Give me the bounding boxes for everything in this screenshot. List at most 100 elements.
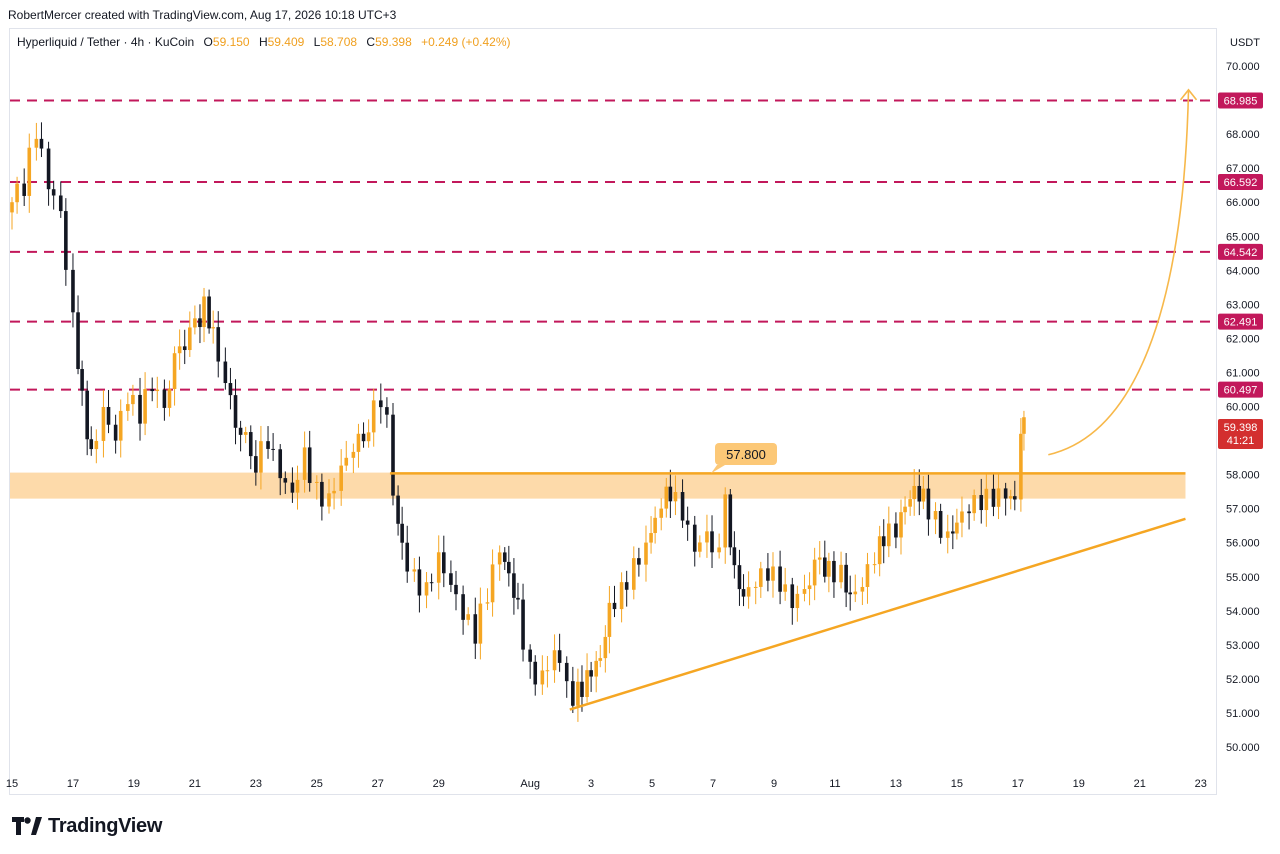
price-tags-layer: 68.985 66.592 64.542 62.491 60.497 59.39841:2… [1218,92,1263,449]
candle-body-102 [589,670,593,677]
candle-body-88 [512,573,516,598]
candle-body-118 [673,492,678,502]
candle-body-62 [361,433,366,442]
candle-body-85 [497,552,502,565]
legend-h-label: H [258,35,268,49]
candle-body-72 [417,569,422,596]
resistance-tag-3: 62.491 [1224,317,1258,329]
candle-body-120 [685,520,690,525]
legend-l-label: L [313,35,321,49]
candle-body-181 [1022,417,1026,434]
time-tick-8: Aug [520,778,540,790]
price-tick-2: 52.000 [1226,674,1260,686]
candle-body-165 [933,511,938,520]
symbol-title[interactable]: Hyperliquid / Tether · 4h · KuCoin [17,35,195,49]
candles-layer [10,122,1026,722]
resistance-tag-2: 64.542 [1224,247,1258,259]
candle-body-142 [812,559,817,586]
candle-body-44 [254,456,258,473]
top-bar: RobertMercer created with TradingView.co… [0,0,1280,28]
candle-body-112 [644,542,648,565]
legend-c-label: C [366,35,376,49]
candle-body-97 [564,662,569,682]
resistance-tag-bg-0 [1218,92,1263,109]
price-tick-0: 50.000 [1226,742,1260,754]
candle-body-105 [603,636,608,659]
tradingview-brand[interactable]: TradingView [12,814,162,838]
price-tick-17: 67.000 [1226,163,1260,175]
candle-body-154 [877,536,882,565]
candle-body-11 [76,312,80,370]
candle-body-96 [557,650,562,663]
rising-trendline [569,517,1186,711]
candle-body-121 [692,524,697,552]
time-tick-12: 9 [771,778,777,790]
candle-body-177 [1003,488,1008,499]
candle-body-79 [461,594,465,620]
candle-body-76 [442,552,446,574]
candle-body-92 [533,661,538,685]
candle-body-128 [732,547,737,566]
price-tick-6: 56.000 [1226,538,1260,550]
candle-body-52 [302,447,307,480]
candle-body-174 [984,488,989,511]
candle-body-141 [807,585,812,590]
price-tick-18: 68.000 [1226,129,1260,141]
candle-body-30 [182,346,187,351]
candle-body-40 [233,395,238,428]
price-tick-1: 51.000 [1226,708,1260,720]
candle-body-139 [795,593,800,609]
candle-body-87 [507,561,511,574]
candle-body-77 [449,573,453,585]
candle-body-23 [143,389,147,424]
support-zone [10,472,1186,499]
candle-body-64 [371,400,376,433]
candle-body-60 [351,451,356,458]
legend-o-value: 59.150 [212,35,250,49]
candle-body-68 [396,495,400,524]
candle-body-138 [790,584,795,609]
candle-body-51 [295,479,300,493]
candle-body-157 [894,523,898,538]
candle-body-74 [429,582,434,584]
candle-body-12 [80,369,84,391]
candle-body-8 [58,195,63,212]
candle-body-179 [1012,496,1017,500]
candle-body-160 [908,499,912,507]
price-axis: 50.000 51.000 52.000 53.000 54.000 55.000 56.0… [1226,61,1260,754]
candle-body-129 [737,565,742,590]
candle-body-75 [436,552,441,583]
chart-frame[interactable] [9,28,1217,795]
candle-body-69 [400,523,404,543]
projection-arrow [1048,89,1190,456]
candle-body-5 [39,138,44,149]
candle-body-70 [405,542,410,572]
candle-body-114 [653,517,657,534]
price-tick-12: 62.000 [1226,333,1260,345]
resistance-tag-bg-4 [1218,381,1263,398]
legend-o-label: O [203,35,213,49]
candle-body-80 [466,614,470,620]
candle-body-17 [106,407,111,425]
candle-body-156 [887,523,891,547]
brand-name: TradingView [48,814,163,837]
price-tick-5: 55.000 [1226,572,1260,584]
resistance-tag-0: 68.985 [1224,96,1258,108]
candle-body-99 [576,681,580,706]
candle-body-169 [955,522,959,534]
currency-label: USDT [1230,37,1260,49]
legend-change: +0.249 (+0.42%) [421,35,511,49]
candle-body-93 [540,670,545,685]
price-tick-4: 54.000 [1226,606,1260,618]
candle-body-178 [1008,496,1013,499]
time-tick-19: 23 [1195,778,1207,790]
candle-body-31 [188,327,192,351]
candle-body-173 [979,495,984,511]
candle-body-2 [22,183,26,196]
candle-body-39 [228,383,233,396]
candle-body-9 [64,211,68,270]
price-tick-13: 63.000 [1226,299,1260,311]
candle-body-83 [485,602,490,604]
candle-body-78 [454,584,458,595]
